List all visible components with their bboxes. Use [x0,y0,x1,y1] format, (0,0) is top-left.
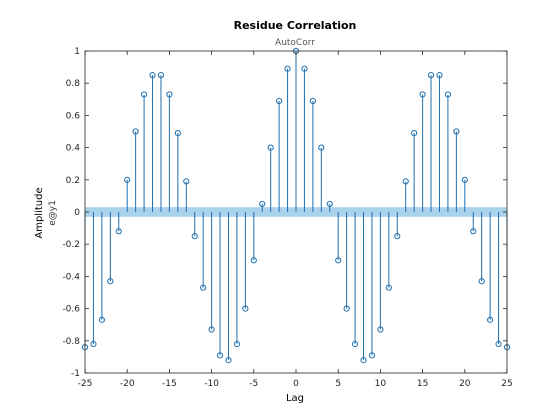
stem-marker [183,178,190,185]
stem-marker [267,144,274,151]
stem-marker [478,278,485,285]
stem-marker [250,257,257,264]
stem-marker [377,326,384,333]
stem-marker [132,128,139,135]
stem-marker [318,144,325,151]
stem-marker [368,352,376,359]
stem-marker [326,200,333,208]
stem-marker [351,340,359,348]
stem-marker [208,326,215,333]
stem-marker [149,72,156,79]
stem-marker [216,352,224,359]
y-tick-label: 0.6 [66,111,81,121]
stem-marker [174,130,181,137]
x-tick-label: -25 [78,379,93,389]
stem-marker [343,305,350,312]
stem-marker [225,357,232,364]
stem-marker [335,257,342,264]
x-tick-label: -15 [162,379,177,389]
stem-marker [427,72,435,79]
y-tick-label: 1 [74,47,80,57]
x-tick-label: 5 [335,379,341,389]
y-tick-label: 0 [74,208,80,218]
chart-subtitle: AutoCorr [275,38,315,48]
x-tick-label: 10 [375,379,387,389]
stem-marker [124,176,131,183]
stem-marker [436,72,443,79]
chart-title: Residue Correlation [234,19,357,32]
y-tick-label: -0.6 [62,305,80,315]
x-tick-label: 0 [293,379,299,389]
y-tick-label: 0.4 [66,144,81,154]
stem-marker [166,91,173,98]
stem-marker [115,228,122,235]
stem-marker [157,72,165,79]
stem-marker [191,233,198,240]
x-tick-label: 15 [417,379,428,389]
y-tick-label: -0.4 [62,272,80,282]
x-tick-label: -5 [249,379,258,389]
stem-marker [360,357,367,364]
x-tick-label: -10 [204,379,219,389]
y-tick-label: 0.8 [66,79,81,89]
y-tick-label: -0.2 [62,240,80,250]
stem-marker [453,128,460,135]
stem-marker [470,228,477,235]
stem-marker [200,284,207,291]
y-axis-label: Amplitude [34,187,45,238]
y-tick-label: 0.2 [66,176,80,186]
channel-label: e@y1 [48,200,58,226]
x-axis-label: Lag [286,393,304,404]
stem-marker [385,284,392,291]
stem-marker [140,91,148,98]
stem-marker [461,176,468,183]
stem-marker [107,278,114,285]
stem-marker [98,316,105,323]
stem-marker [487,316,494,323]
stem-marker [242,305,249,312]
stem-marker [233,340,241,348]
stem-marker [309,97,316,105]
stem-marker [284,65,291,72]
x-tick-label: 25 [501,379,512,389]
stem-marker [276,97,283,105]
stem-marker [394,233,401,240]
x-tick-label: -20 [120,379,135,389]
stem-marker [411,130,418,137]
stem-marker [259,200,266,208]
stem-marker [90,340,97,348]
stem-marker [301,65,308,72]
stem-marker [419,91,426,98]
x-tick-label: 20 [459,379,471,389]
stem-marker [444,91,452,98]
y-tick-label: -1 [71,369,80,379]
stem-marker [402,178,409,185]
stem-marker [495,340,502,348]
y-tick-label: -0.8 [62,337,80,347]
